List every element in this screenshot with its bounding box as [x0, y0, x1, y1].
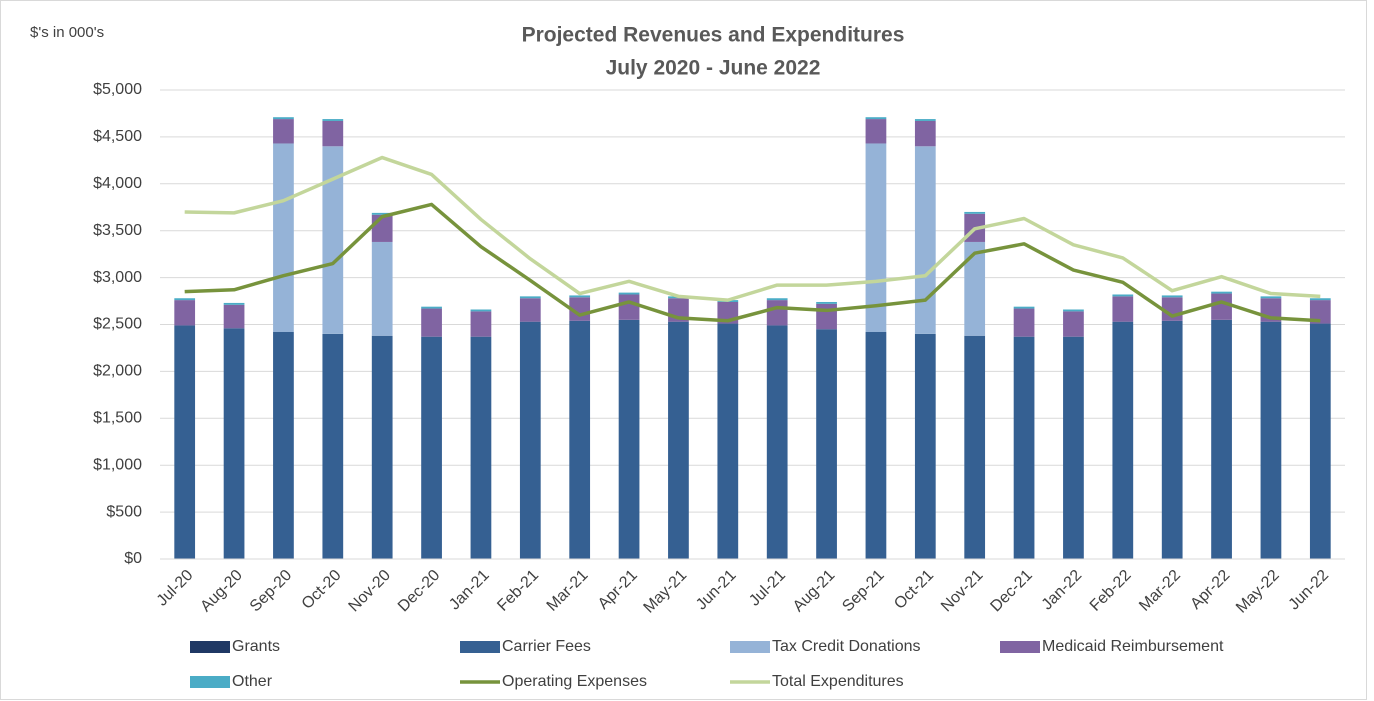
bar-segment [766, 325, 788, 559]
bar-segment [371, 335, 393, 559]
y-tick-label: $1,500 [93, 410, 142, 427]
bar-segment [1112, 296, 1134, 322]
bar-segment [1211, 293, 1232, 320]
legend-label: Other [232, 673, 273, 690]
bar-segment [865, 332, 887, 559]
bar-segment [1211, 291, 1232, 294]
bar-segment [964, 241, 986, 336]
bar-segment [1112, 294, 1134, 297]
bar-segment [618, 319, 640, 559]
bar-segment [1260, 321, 1282, 559]
bar-segment [273, 119, 294, 144]
bar-segment [1211, 319, 1232, 559]
legend-label: Medicaid Reimbursement [1042, 638, 1224, 655]
legend-swatch [460, 641, 500, 653]
y-tick-label: $3,000 [93, 269, 142, 286]
bar-segment [717, 323, 739, 559]
bar-segment [618, 294, 640, 320]
bar-segment [1063, 311, 1084, 337]
legend-swatch [730, 641, 770, 653]
bar-segment [766, 298, 788, 301]
bar-segment [519, 296, 541, 299]
bar-segment [914, 146, 936, 334]
bar-segment [519, 298, 541, 322]
bar-segment [865, 119, 887, 144]
y-tick-label: $3,500 [93, 222, 142, 239]
y-axis-label: $'s in 000's [30, 24, 104, 41]
bar-segment [470, 336, 492, 559]
y-tick-label: $5,000 [93, 81, 142, 98]
bar-segment [223, 304, 245, 329]
bar-segment [174, 325, 196, 559]
legend-swatch [1000, 641, 1040, 653]
bar-segment [914, 120, 936, 147]
bar-segment [174, 298, 196, 301]
bar-segment [964, 335, 986, 559]
legend-label: Tax Credit Donations [772, 638, 921, 655]
y-tick-label: $2,500 [93, 316, 142, 333]
y-tick-label: $500 [106, 503, 142, 520]
bar-segment [865, 117, 887, 120]
bar-segment [273, 332, 294, 559]
bar-segment [1309, 323, 1331, 559]
bar-segment [914, 119, 936, 121]
legend-label: Total Expenditures [772, 673, 904, 690]
bar-segment [519, 321, 541, 559]
y-tick-label: $0 [124, 550, 142, 567]
bar-segment [1161, 295, 1183, 298]
bar-segment [569, 295, 591, 298]
line-series [184, 202, 1321, 323]
bar-segment [1013, 306, 1035, 309]
line-series [184, 155, 1321, 302]
bar-segment [766, 300, 788, 326]
bar-segment [816, 329, 837, 559]
bar-segment [1013, 308, 1035, 337]
bar-segment [273, 117, 294, 120]
bar-segment [1260, 296, 1282, 299]
bar-segment [865, 143, 887, 333]
bar-segment [1112, 321, 1134, 559]
bar-segment [223, 302, 245, 305]
bar-segment [964, 211, 986, 214]
bar-segment [569, 320, 591, 559]
bar-segment [174, 300, 196, 326]
legend-label: Operating Expenses [502, 673, 647, 690]
bar-segment [421, 336, 442, 559]
bar-segment [618, 292, 640, 295]
bar-segment [371, 212, 393, 215]
bar-segment [223, 328, 245, 559]
chart-title: Projected Revenues and Expenditures [522, 24, 905, 47]
bar-segment [914, 333, 936, 559]
bar-segment [816, 301, 837, 304]
chart-subtitle: July 2020 - June 2022 [606, 57, 821, 80]
y-tick-label: $4,000 [93, 175, 142, 192]
bar-segment [668, 321, 689, 559]
bar-segment [322, 146, 344, 334]
bar-segment [1309, 300, 1331, 324]
bar-segment [322, 120, 344, 147]
bar-segment [273, 143, 294, 333]
bar-segment [1161, 320, 1183, 559]
y-tick-label: $2,000 [93, 363, 142, 380]
legend-swatch [190, 641, 230, 653]
bar-segment [470, 311, 492, 337]
legend-label: Grants [232, 638, 280, 655]
bar-segment [1309, 298, 1331, 301]
legend-swatch [190, 676, 230, 688]
bar-segment [1013, 336, 1035, 559]
bar-segment [421, 308, 442, 337]
bar-segment [322, 119, 344, 121]
bar-segment [371, 241, 393, 336]
bar-segment [421, 306, 442, 309]
y-tick-label: $1,000 [93, 456, 142, 473]
bar-segment [322, 333, 344, 559]
legend-label: Carrier Fees [502, 638, 591, 655]
bar-segment [470, 309, 492, 312]
bar-segment [1063, 309, 1084, 312]
bar-segment [816, 303, 837, 330]
bar-segment [1063, 336, 1084, 559]
y-tick-label: $4,500 [93, 128, 142, 145]
